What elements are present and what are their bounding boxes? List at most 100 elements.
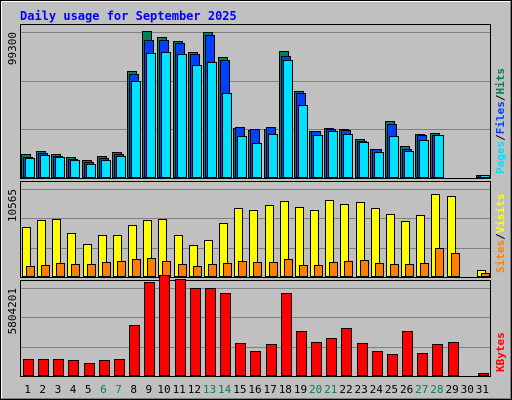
panel-top: 99300 Pages/Files/Hits: [6, 24, 507, 179]
x-tick-label: 24: [370, 383, 384, 396]
x-tick-label: 31: [476, 383, 489, 396]
bar-pages-day-5: [86, 164, 96, 178]
x-tick-label: 13: [203, 383, 216, 396]
x-tick-label: 26: [400, 383, 413, 396]
bar-pages-day-18: [283, 60, 293, 178]
bar-kbytes-day-11: [175, 279, 186, 376]
bar-pages-day-25: [389, 136, 399, 178]
bar-kbytes-day-5: [84, 363, 95, 376]
x-tick-label: 11: [173, 383, 186, 396]
x-tick-label: 29: [445, 383, 458, 396]
bar-pages-day-2: [40, 155, 50, 178]
bar-kbytes-day-3: [53, 359, 64, 376]
bar-pages-day-13: [207, 62, 217, 178]
bar-kbytes-day-29: [448, 342, 459, 376]
bar-kbytes-day-17: [266, 344, 277, 376]
x-tick-label: 3: [55, 383, 62, 396]
bar-pages-day-15: [237, 136, 247, 178]
bar-kbytes-day-23: [357, 343, 368, 376]
bar-sites-day-15: [238, 261, 247, 277]
bar-pages-day-8: [131, 81, 141, 178]
bar-pages-day-12: [192, 65, 202, 178]
panel-middle-max-label: 10565: [6, 189, 19, 222]
x-tick-label: 5: [85, 383, 92, 396]
bar-kbytes-day-18: [281, 293, 292, 376]
x-tick-label: 2: [39, 383, 46, 396]
bar-sites-day-6: [102, 262, 111, 277]
bar-sites-day-27: [420, 263, 429, 277]
bar-kbytes-day-4: [68, 360, 79, 376]
x-tick-label: 25: [385, 383, 398, 396]
bar-kbytes-day-19: [296, 331, 307, 376]
x-tick-label: 21: [324, 383, 337, 396]
x-tick-label: 15: [233, 383, 246, 396]
bar-pages-day-23: [359, 142, 369, 178]
bar-sites-day-11: [178, 264, 187, 277]
bar-sites-day-10: [162, 261, 171, 277]
bar-pages-day-7: [116, 156, 126, 178]
bar-kbytes-day-28: [432, 344, 443, 376]
bar-sites-day-5: [87, 264, 96, 277]
bar-sites-day-23: [360, 260, 369, 277]
panel-bottom: 5804201 KBytes: [6, 275, 507, 377]
x-tick-label: 9: [146, 383, 153, 396]
panel-bottom-max-label: 5804201: [6, 288, 19, 334]
x-tick-label: 16: [248, 383, 261, 396]
bar-sites-day-1: [26, 266, 35, 277]
x-tick-label: 30: [461, 383, 474, 396]
bar-kbytes-day-22: [341, 328, 352, 376]
bar-pages-day-26: [404, 151, 414, 178]
bar-pages-day-17: [268, 134, 278, 178]
bar-sites-day-16: [253, 262, 262, 277]
legend-visits: Visits: [494, 194, 507, 234]
x-tick-label: 27: [415, 383, 428, 396]
bar-pages-day-19: [298, 105, 308, 178]
x-tick-label: 12: [188, 383, 201, 396]
bar-kbytes-day-31: [478, 373, 489, 376]
bar-sites-day-2: [41, 265, 50, 277]
panel-top-legend: Pages/Files/Hits: [494, 68, 507, 174]
bar-sites-day-18: [284, 259, 293, 277]
x-tick-label: 20: [309, 383, 322, 396]
bar-sites-day-25: [390, 264, 399, 277]
bar-pages-day-31: [480, 175, 490, 178]
bar-kbytes-day-24: [372, 351, 383, 376]
x-tick-label: 17: [264, 383, 277, 396]
x-tick-label: 14: [218, 383, 232, 396]
series-sites: [26, 248, 490, 277]
bar-sites-day-24: [375, 263, 384, 277]
legend-files: Files: [494, 101, 507, 134]
panel-middle: 10565 Sites/Visits: [6, 181, 507, 278]
bar-kbytes-day-8: [129, 325, 140, 376]
x-tick-label: 22: [339, 383, 352, 396]
x-tick-label: 10: [157, 383, 170, 396]
x-tick-label: 8: [130, 383, 137, 396]
x-tick-label: 19: [294, 383, 307, 396]
x-axis-labels: 1 2 3 4 5 6 7 8 9 10 11 12 13 14 15 16 17 18 19 20 21 22 23 24 2…: [24, 383, 489, 396]
bar-kbytes-day-20: [311, 342, 322, 376]
bar-kbytes-day-25: [387, 354, 398, 376]
bar-kbytes-day-2: [38, 359, 49, 376]
bar-pages-day-11: [177, 54, 187, 178]
bar-sites-day-22: [344, 261, 353, 277]
bar-kbytes-day-9: [144, 282, 155, 376]
bar-pages-day-14: [222, 93, 232, 178]
bar-kbytes-day-13: [205, 288, 216, 376]
bar-kbytes-day-10: [159, 275, 170, 376]
chart-title: Daily usage for September 2025: [20, 9, 237, 23]
bar-pages-day-22: [343, 134, 353, 178]
bar-pages-day-6: [101, 160, 111, 178]
bar-pages-day-10: [161, 52, 171, 178]
x-tick-label: 23: [355, 383, 368, 396]
bar-kbytes-day-14: [220, 293, 231, 376]
panel-bottom-legend: KBytes: [494, 332, 507, 372]
x-tick-label: 18: [279, 383, 292, 396]
bar-kbytes-day-12: [190, 288, 201, 376]
bar-sites-day-20: [314, 265, 323, 277]
bar-sites-day-4: [71, 264, 80, 277]
x-tick-label: 6: [100, 383, 107, 396]
panel-top-max-label: 99300: [6, 32, 19, 65]
bar-sites-day-19: [299, 265, 308, 277]
bar-kbytes-day-15: [235, 343, 246, 376]
